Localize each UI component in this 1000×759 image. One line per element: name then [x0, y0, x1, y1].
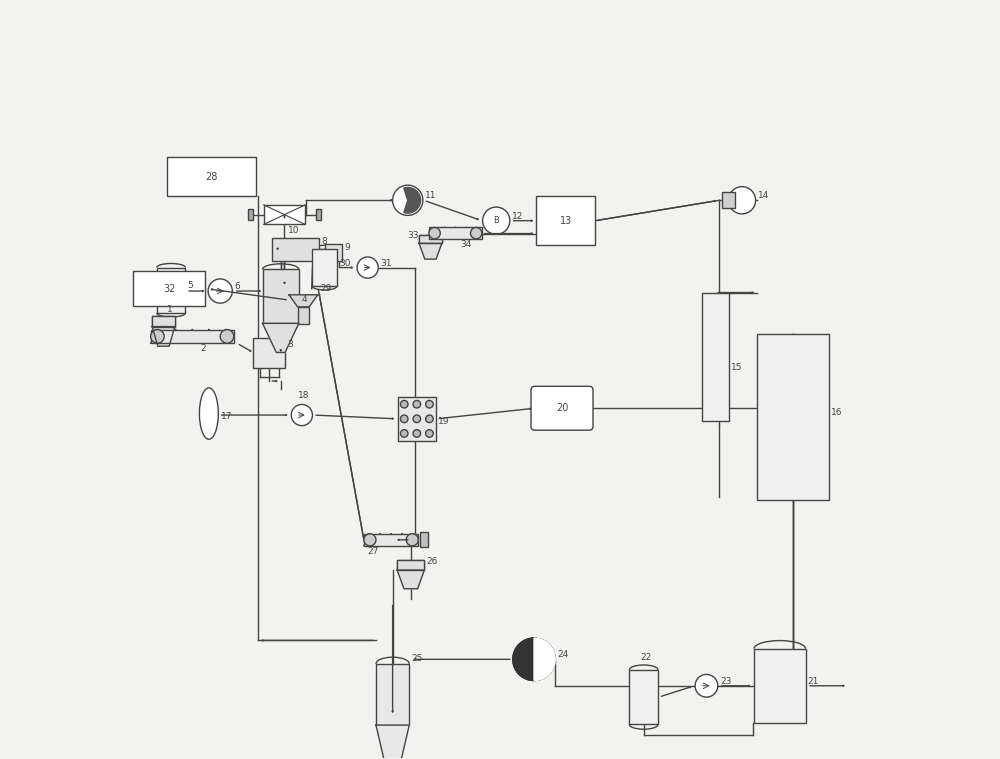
Text: B: B [493, 216, 499, 225]
Bar [272, 238, 319, 261]
Text: 6: 6 [235, 282, 240, 291]
Circle shape [400, 401, 408, 408]
Bar [167, 157, 256, 197]
Bar [754, 649, 806, 723]
Bar [263, 269, 299, 323]
Text: 4: 4 [301, 295, 307, 304]
Circle shape [426, 430, 433, 437]
Circle shape [208, 279, 232, 303]
Text: 15: 15 [731, 363, 743, 372]
Text: 19: 19 [438, 417, 449, 427]
Bar [325, 244, 342, 261]
Ellipse shape [199, 388, 218, 439]
FancyBboxPatch shape [531, 386, 593, 430]
Text: 27: 27 [368, 546, 379, 556]
Circle shape [400, 415, 408, 423]
Bar [397, 560, 424, 570]
Text: 5: 5 [188, 282, 193, 290]
Circle shape [483, 207, 510, 235]
Bar [152, 316, 175, 326]
Polygon shape [152, 326, 175, 346]
Text: 23: 23 [720, 677, 731, 686]
Text: 30: 30 [339, 259, 350, 268]
Bar [376, 664, 409, 725]
Text: 3: 3 [288, 340, 293, 349]
Circle shape [513, 638, 555, 681]
Text: 28: 28 [206, 172, 218, 182]
Text: 31: 31 [381, 259, 392, 268]
Circle shape [413, 430, 421, 437]
Circle shape [413, 401, 421, 408]
Polygon shape [289, 294, 318, 307]
Text: 8: 8 [322, 237, 327, 246]
Polygon shape [404, 187, 421, 213]
Bar [253, 338, 285, 368]
Bar [316, 209, 321, 220]
Bar [264, 205, 305, 225]
Polygon shape [513, 638, 534, 681]
Circle shape [429, 228, 440, 239]
Text: 13: 13 [560, 216, 572, 225]
Bar [152, 316, 175, 326]
Polygon shape [419, 244, 442, 259]
Text: 16: 16 [831, 408, 843, 417]
Text: 11: 11 [425, 191, 437, 200]
Circle shape [291, 405, 312, 426]
Text: 29: 29 [320, 284, 331, 292]
Circle shape [220, 329, 234, 343]
Text: 2: 2 [201, 344, 206, 353]
Text: 24: 24 [557, 650, 569, 660]
Circle shape [471, 228, 482, 239]
Text: 34: 34 [461, 240, 472, 249]
Bar [722, 192, 735, 209]
Bar [629, 670, 658, 724]
Bar [397, 560, 424, 570]
Circle shape [413, 415, 421, 423]
Bar [420, 532, 428, 547]
Bar [536, 197, 595, 245]
Text: 21: 21 [808, 677, 819, 686]
Text: 33: 33 [407, 231, 418, 240]
Bar [702, 292, 729, 421]
Text: 12: 12 [512, 212, 523, 221]
Text: 14: 14 [758, 191, 769, 200]
Text: 26: 26 [427, 557, 438, 566]
Bar [398, 397, 436, 441]
Circle shape [151, 329, 164, 343]
Bar [429, 228, 482, 239]
Circle shape [426, 401, 433, 408]
Text: 10: 10 [288, 226, 300, 235]
Circle shape [728, 187, 756, 214]
Circle shape [695, 675, 718, 697]
Bar [151, 329, 234, 343]
Polygon shape [397, 570, 424, 589]
Bar [312, 249, 337, 286]
Bar [419, 235, 442, 244]
Text: 18: 18 [298, 391, 310, 400]
Text: 17: 17 [221, 412, 232, 421]
Bar [133, 272, 205, 306]
Text: 25: 25 [412, 654, 423, 663]
Polygon shape [534, 638, 555, 681]
Bar [298, 307, 309, 323]
Circle shape [400, 430, 408, 437]
Polygon shape [263, 323, 299, 352]
Text: 9: 9 [344, 244, 350, 253]
Bar [157, 268, 185, 313]
Polygon shape [376, 725, 409, 759]
Text: 1: 1 [167, 304, 173, 313]
Text: 32: 32 [163, 284, 175, 294]
Bar [757, 334, 829, 500]
Circle shape [357, 257, 378, 278]
Text: 22: 22 [640, 653, 651, 663]
Circle shape [393, 185, 423, 216]
Circle shape [406, 534, 418, 546]
Text: 20: 20 [556, 403, 568, 413]
Circle shape [364, 534, 376, 546]
Bar [248, 209, 253, 220]
Bar [364, 534, 418, 546]
Circle shape [426, 415, 433, 423]
Bar [419, 235, 442, 244]
